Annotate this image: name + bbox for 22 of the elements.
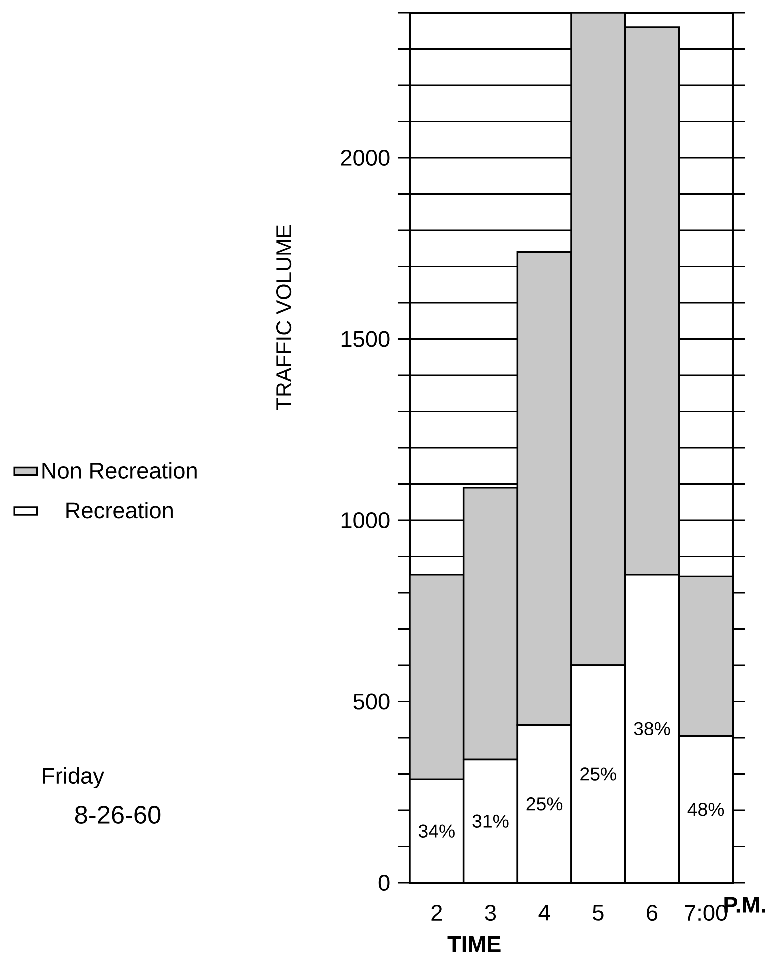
annotation: 31% <box>472 814 509 828</box>
x-tick-label: 5 <box>593 905 604 921</box>
y-tick-label: 0 <box>378 874 390 892</box>
annotation: 48% <box>688 802 724 816</box>
annotation: 34% <box>418 824 455 838</box>
y-tick-label: 1000 <box>342 512 390 529</box>
annotation: 25% <box>526 798 563 811</box>
legend-label: Recreation <box>66 502 173 519</box>
x-tick-label: 6 <box>647 905 658 922</box>
y-axis-title: TRAFFIC VOLUME <box>276 225 292 410</box>
y-tick-label: 1500 <box>342 331 390 348</box>
text: 8-26-60 <box>75 806 161 824</box>
x-tick-label: 2 <box>432 905 442 921</box>
annotation: 38% <box>634 722 670 736</box>
x-tick-label: 4 <box>538 905 550 921</box>
x-axis-title: TIME <box>448 936 501 952</box>
annotation: 25% <box>580 768 616 781</box>
legend-label: Non Recreation <box>42 462 197 479</box>
x-tick-label: 3 <box>485 905 496 922</box>
y-tick-label: 500 <box>354 694 390 710</box>
text: Friday <box>43 767 104 789</box>
y-tick-label: 2000 <box>341 150 390 166</box>
